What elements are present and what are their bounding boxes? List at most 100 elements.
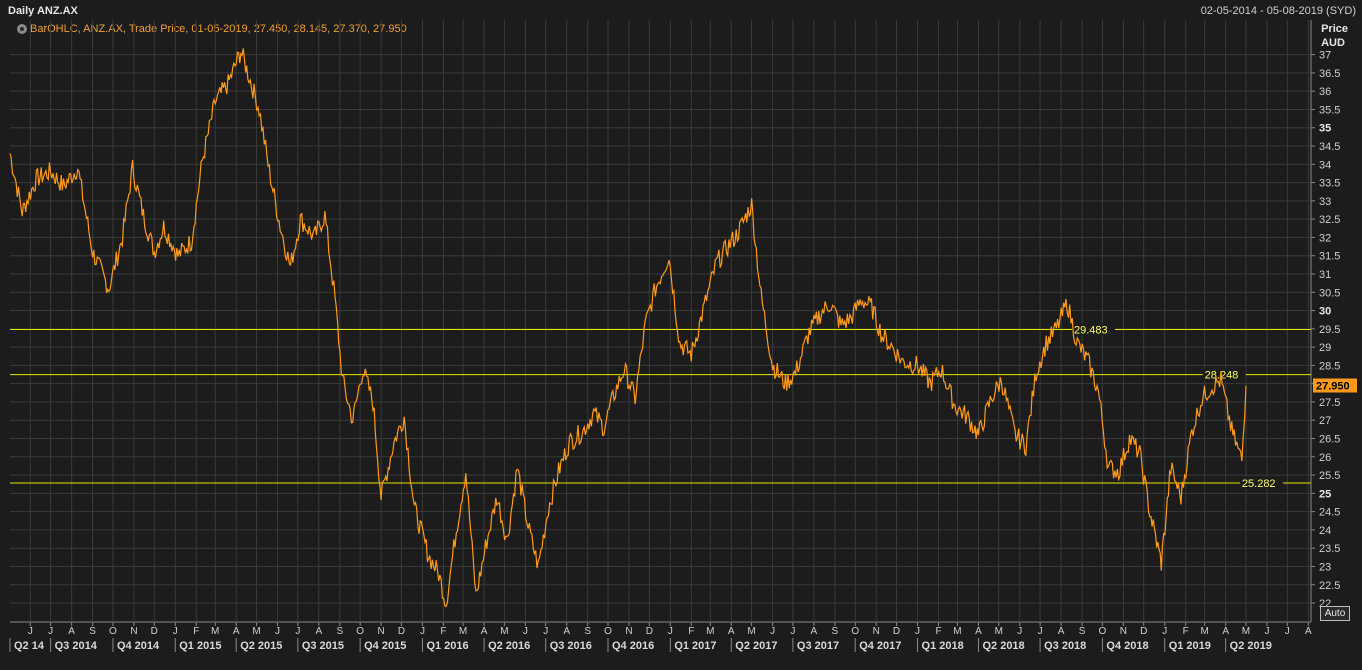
x-quarter-label: Q3 2014 [55, 640, 98, 652]
x-month-label: J [1038, 626, 1043, 637]
x-month-label: F [688, 626, 694, 637]
x-month-label: J [173, 626, 178, 637]
x-month-label: M [953, 626, 961, 637]
x-month-label: A [975, 626, 982, 637]
y-tick-label: 23.5 [1319, 543, 1340, 555]
y-axis: 2222.52323.52424.52525.52626.52727.52828… [1311, 50, 1340, 610]
x-month-label: A [563, 626, 570, 637]
x-month-label: J [1285, 626, 1290, 637]
x-month-label: D [1140, 626, 1147, 637]
x-month-label: S [1079, 626, 1086, 637]
x-quarter-label: Q1 2015 [179, 640, 221, 652]
chart-title: Daily ANZ.AX [8, 5, 78, 17]
x-month-label: J [48, 626, 53, 637]
y-tick-label: 23 [1319, 561, 1331, 573]
y-tick-label: 33.5 [1319, 178, 1340, 190]
y-tick-label: 26.5 [1319, 434, 1340, 446]
x-month-label: J [790, 626, 795, 637]
x-month-label: O [356, 626, 364, 637]
x-month-label: F [193, 626, 199, 637]
y-tick-label: 37 [1319, 50, 1331, 62]
x-month-label: A [1222, 626, 1229, 637]
y-tick-label: 22.5 [1319, 580, 1340, 592]
series-legend-text: BarOHLC, ANZ.AX, Trade Price, 01-05-2019… [30, 23, 407, 35]
x-month-label: A [315, 626, 322, 637]
y-tick-label: 31 [1319, 269, 1331, 281]
x-month-label: N [873, 626, 880, 637]
x-month-label: N [130, 626, 137, 637]
x-month-label: J [915, 626, 920, 637]
x-quarter-label: Q3 2015 [302, 640, 344, 652]
x-month-label: D [151, 626, 158, 637]
x-month-label: D [893, 626, 900, 637]
date-range: 02-05-2014 - 05-08-2019 (SYD) [1200, 5, 1356, 17]
series-settings-icon[interactable] [17, 24, 27, 34]
x-quarter-label: Q3 2017 [797, 640, 839, 652]
x-month-label: F [935, 626, 941, 637]
grid-lines [10, 20, 1312, 623]
horizontal-level-label-bg [1202, 368, 1246, 381]
x-quarter-label: Q2 2019 [1230, 640, 1272, 652]
y-tick-label: 29 [1319, 342, 1331, 354]
y-tick-label: 30 [1319, 306, 1331, 318]
y-tick-label: 35 [1319, 123, 1331, 135]
x-month-label: J [1264, 626, 1269, 637]
x-quarter-label: Q4 2015 [364, 640, 406, 652]
x-month-label: M [252, 626, 260, 637]
horizontal-level-label-bg [1071, 323, 1115, 336]
price-series-line [9, 48, 1247, 608]
x-month-label: S [584, 626, 591, 637]
x-month-label: A [68, 626, 75, 637]
y-tick-label: 32.5 [1319, 214, 1340, 226]
x-month-label: D [646, 626, 653, 637]
y-tick-label: 24.5 [1319, 507, 1340, 519]
x-month-label: D [398, 626, 405, 637]
y-tick-label: 36 [1319, 86, 1331, 98]
x-quarter-label: Q2 2016 [488, 640, 530, 652]
x-month-label: M [747, 626, 755, 637]
y-tick-label: 32 [1319, 232, 1331, 244]
x-quarter-label: Q3 2018 [1044, 640, 1086, 652]
x-month-label: A [233, 626, 240, 637]
series-legend[interactable]: BarOHLC, ANZ.AX, Trade Price, 01-05-2019… [17, 23, 407, 35]
x-month-label: A [728, 626, 735, 637]
x-month-label: O [1099, 626, 1107, 637]
price-axis-label: Price [1321, 23, 1348, 35]
x-month-label: M [706, 626, 714, 637]
x-month-label: M [995, 626, 1003, 637]
x-month-label: M [1242, 626, 1250, 637]
y-tick-label: 25 [1319, 488, 1331, 500]
x-quarter-label: Q4 2017 [859, 640, 901, 652]
x-month-label: J [543, 626, 548, 637]
x-month-label: J [668, 626, 673, 637]
x-month-label: S [336, 626, 343, 637]
x-quarter-label: Q4 2016 [612, 640, 654, 652]
x-month-label: N [378, 626, 385, 637]
y-tick-label: 25.5 [1319, 470, 1340, 482]
x-month-label: A [481, 626, 488, 637]
auto-scale-button[interactable]: Auto [1320, 606, 1350, 621]
x-month-label: J [523, 626, 528, 637]
x-month-label: N [625, 626, 632, 637]
x-month-label: J [275, 626, 280, 637]
x-quarter-label: Q1 2019 [1169, 640, 1211, 652]
y-tick-label: 31.5 [1319, 251, 1340, 263]
last-price-value: 27.950 [1316, 380, 1350, 392]
x-month-label: O [604, 626, 612, 637]
x-quarter-label: Q2 2018 [982, 640, 1024, 652]
x-month-label: J [1162, 626, 1167, 637]
x-quarter-label: Q2 14 [14, 640, 45, 652]
y-tick-label: 33 [1319, 196, 1331, 208]
price-axis-header: Price AUD [1321, 22, 1348, 50]
x-month-label: A [811, 626, 818, 637]
y-tick-label: 28.5 [1319, 360, 1340, 372]
horizontal-level-label: 29.483 [1074, 324, 1108, 336]
x-month-label: O [109, 626, 117, 637]
x-month-label: J [420, 626, 425, 637]
x-month-label: J [1017, 626, 1022, 637]
x-quarter-label: Q1 2018 [922, 640, 964, 652]
last-price-marker: 27.950 [1313, 378, 1357, 393]
